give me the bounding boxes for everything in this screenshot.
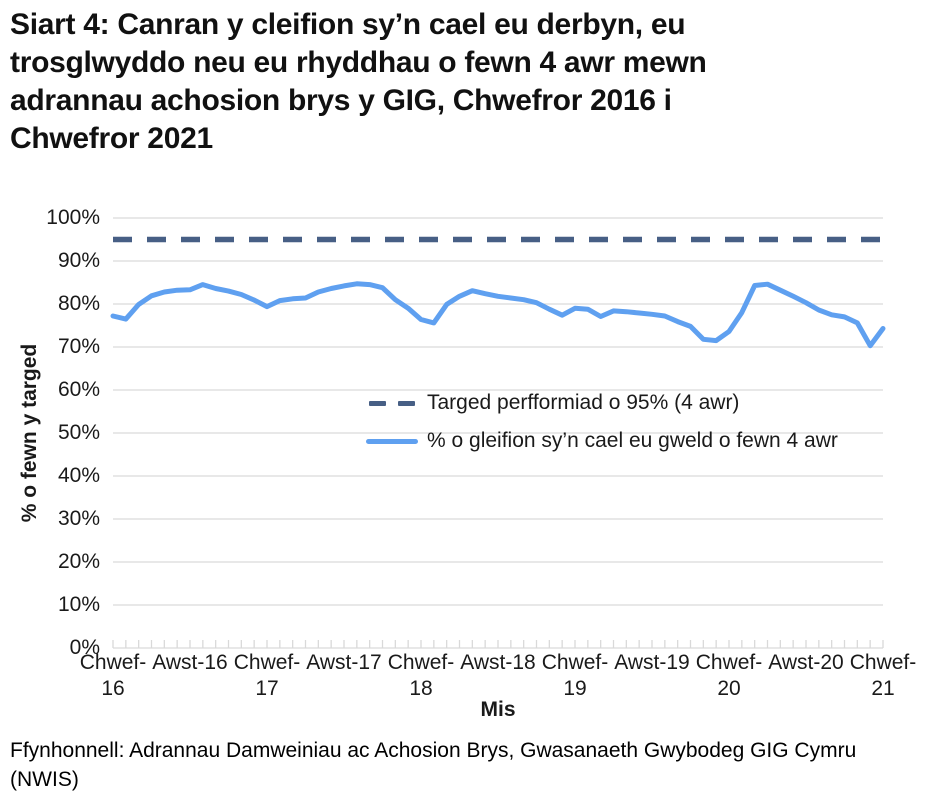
x-tick-label: Chwef- 16 xyxy=(79,651,147,700)
x-tick-label: Awst-19 xyxy=(614,651,690,674)
page-title: Siart 4: Canran y cleifion sy’n cael eu … xyxy=(10,6,890,158)
x-tick-label: Chwef- 20 xyxy=(695,651,763,700)
legend-item-target: Targed perfformiad o 95% (4 awr) xyxy=(366,390,838,416)
y-tick-label: 60% xyxy=(57,378,100,401)
x-tick-label: Awst-20 xyxy=(768,651,844,674)
page-title-line: Siart 4: Canran y cleifion sy’n cael eu … xyxy=(10,8,686,41)
x-tick-label: Awst-17 xyxy=(306,651,382,674)
y-tick-label: 10% xyxy=(57,593,100,616)
x-tick-label: Chwef- 19 xyxy=(541,651,609,700)
source-note-line: (NWIS) xyxy=(10,768,79,791)
x-axis-title: Mis xyxy=(480,698,516,721)
page-title-line: trosglwyddo neu eu rhyddhau o fewn 4 awr… xyxy=(10,46,707,79)
page-title-line: Chwefror 2021 xyxy=(10,122,213,155)
y-tick-label: 20% xyxy=(57,550,100,573)
y-tick-label: 50% xyxy=(57,421,100,444)
page-title-line: adrannau achosion brys y GIG, Chwefror 2… xyxy=(10,84,672,117)
x-tick-label: Chwef- 18 xyxy=(387,651,455,700)
legend-item-series: % o gleifion sy’n cael eu gweld o fewn 4… xyxy=(366,428,838,454)
dashed-line-swatch-icon xyxy=(366,400,418,406)
chart-legend: Targed perfformiad o 95% (4 awr) % o gle… xyxy=(366,390,838,454)
x-tick-label: Awst-16 xyxy=(152,651,228,674)
y-tick-label: 90% xyxy=(57,249,100,272)
y-tick-label: 0% xyxy=(69,636,100,659)
x-tick-label: Awst-18 xyxy=(460,651,536,674)
x-tick-label: Chwef- 21 xyxy=(849,651,917,700)
series-line xyxy=(110,281,886,349)
solid-line-swatch-icon xyxy=(366,438,418,444)
legend-label: % o gleifion sy’n cael eu gweld o fewn 4… xyxy=(427,429,838,452)
y-tick-label: 40% xyxy=(57,464,100,487)
source-note: Ffynhonnell: Adrannau Damweiniau ac Acho… xyxy=(10,736,930,794)
legend-label: Targed perfformiad o 95% (4 awr) xyxy=(427,391,740,414)
y-tick-label: 100% xyxy=(46,206,100,229)
y-tick-label: 30% xyxy=(57,507,100,530)
y-tick-label: 80% xyxy=(57,292,100,315)
y-tick-label: 70% xyxy=(57,335,100,358)
source-note-line: Ffynhonnell: Adrannau Damweiniau ac Acho… xyxy=(10,739,857,762)
x-tick-label: Chwef- 17 xyxy=(233,651,301,700)
